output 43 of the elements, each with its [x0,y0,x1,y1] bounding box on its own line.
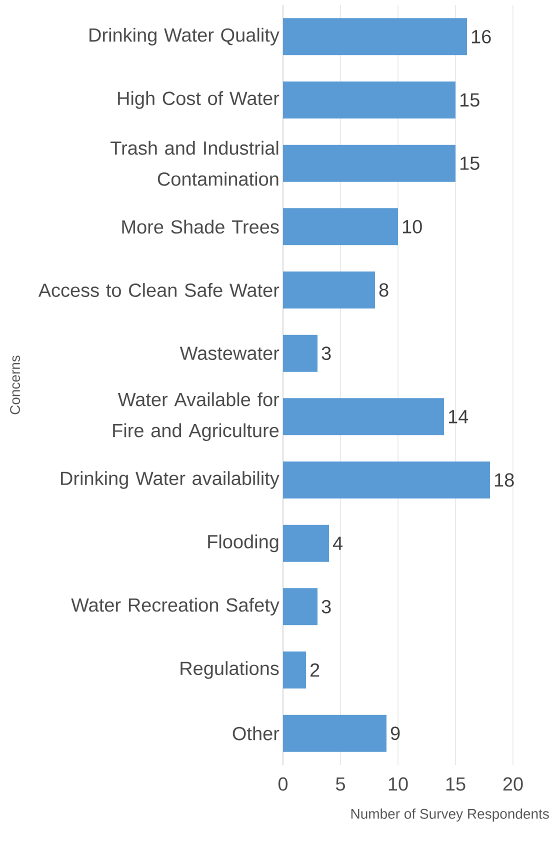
x-tick-label: 5 [336,777,345,791]
data-label: 8 [379,283,388,297]
data-label: 2 [310,663,320,677]
bar [282,524,329,562]
bar [282,208,398,246]
data-label: 3 [322,600,331,614]
data-label: 3 [322,346,331,360]
y-tick-label: Trash and Industrial Contamination [110,140,278,186]
y-tick-label: More Shade Trees [122,220,279,234]
bar [282,588,318,626]
x-tick-label: 20 [503,777,523,791]
x-tick-label: 0 [278,777,288,791]
data-label: 15 [460,93,480,107]
data-label: 18 [494,473,514,487]
bar [282,652,306,689]
bar [282,272,375,309]
y-tick-label: High Cost of Water [118,91,280,109]
data-label: 9 [390,726,400,740]
y-axis-title: Concerns [10,356,20,414]
x-axis-title: Number of Survey Respondents [351,808,549,822]
bar [282,714,386,752]
data-label: 14 [448,410,468,424]
data-label: 16 [472,30,491,44]
y-tick-label: Water Available for Fire and Agriculture [113,392,280,442]
bar [282,18,467,56]
data-label: 15 [460,156,480,170]
x-tick-label: 15 [446,777,466,791]
y-tick-label: Drinking Water Quality [90,28,280,46]
bar [282,334,318,372]
y-tick-label: Water Recreation Safety [71,598,280,616]
y-tick-label: Wastewater [180,346,280,360]
data-label: 4 [332,536,343,550]
y-tick-label: Other [232,726,280,740]
bar [282,462,490,499]
data-label: 10 [402,220,422,234]
y-tick-label: Drinking Water availability [61,471,280,489]
y-tick-label: Regulations [180,661,279,679]
x-tick-label: 10 [388,777,408,791]
bar [282,144,456,182]
y-tick-label: Access to Clean Safe Water [38,283,280,297]
bar [282,398,444,436]
y-tick-label: Flooding [208,534,278,552]
bar [282,82,456,119]
